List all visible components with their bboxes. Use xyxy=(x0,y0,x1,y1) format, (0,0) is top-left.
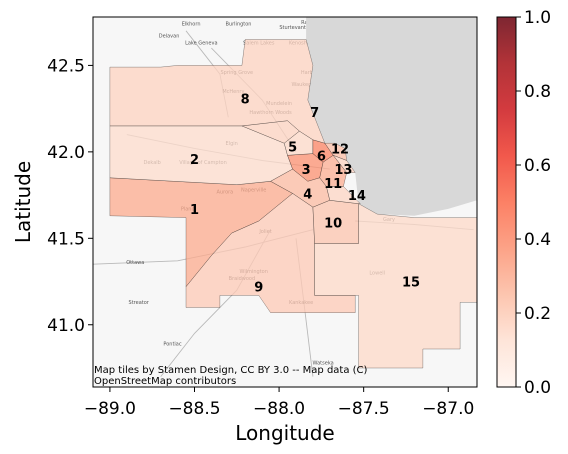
region-15 xyxy=(314,203,477,369)
y-axis-ticks: 41.0 41.5 42.0 42.5 xyxy=(47,56,93,336)
region-label: 4 xyxy=(303,187,312,202)
x-tick-label: −87.5 xyxy=(338,399,390,419)
attribution-line-1: Map tiles by Stamen Design, CC BY 3.0 --… xyxy=(94,365,368,376)
colorbar-ticks: 0.0 0.2 0.4 0.6 0.8 1.0 xyxy=(516,8,551,398)
basemap-place-label: Sturtevant xyxy=(279,25,306,31)
region-13 xyxy=(332,154,356,173)
colorbar-frame xyxy=(496,16,517,388)
lake-michigan xyxy=(306,17,477,216)
basemap-place-label: Watseka xyxy=(312,361,333,367)
x-tick-label: −87.0 xyxy=(422,399,474,419)
region-label: 2 xyxy=(190,153,199,168)
region-label: 9 xyxy=(254,281,263,296)
colorbar: 0.0 0.2 0.4 0.6 0.8 1.0 xyxy=(496,8,551,398)
colorbar-tick-label: 0.2 xyxy=(524,304,551,324)
y-axis-title: Latitude xyxy=(11,161,35,243)
colorbar-tick-label: 0.0 xyxy=(524,378,551,398)
colorbar-gradient xyxy=(497,17,516,387)
basemap-place-label: Delavan xyxy=(159,34,180,40)
region-label: 10 xyxy=(324,217,342,232)
y-tick-label: 41.5 xyxy=(47,229,85,249)
region-label: 15 xyxy=(402,276,420,291)
region-label: 11 xyxy=(324,177,342,192)
basemap-place-label: Lake Geneva xyxy=(185,41,217,47)
colorbar-tick-label: 0.6 xyxy=(524,156,551,176)
colorbar-tick-label: 0.4 xyxy=(524,230,551,250)
region-label: 12 xyxy=(331,142,349,157)
x-axis-title: Longitude xyxy=(235,421,334,445)
basemap-place-label: Streator xyxy=(129,300,150,306)
colorbar-tick-label: 0.8 xyxy=(524,82,551,102)
region-14 xyxy=(326,186,361,204)
region-label: 7 xyxy=(310,106,319,121)
region-label: 8 xyxy=(241,92,250,107)
region-label: 1 xyxy=(190,203,199,218)
map-axes: ElkhornBurlingtonSturtevantRacineDelavan… xyxy=(11,16,478,445)
region-label: 14 xyxy=(348,189,366,204)
choropleth-regions xyxy=(109,39,477,369)
region-label: 3 xyxy=(302,163,311,178)
region-label: 6 xyxy=(317,149,326,164)
basemap-place-label: Pontiac xyxy=(163,342,181,348)
y-tick-label: 42.5 xyxy=(47,56,85,76)
region-8 xyxy=(109,39,326,144)
basemap-place-label: Burlington xyxy=(226,22,252,28)
x-axis-ticks: −89.0 −88.5 −88.0 −87.5 −87.0 xyxy=(84,387,474,419)
region-label: 5 xyxy=(288,141,297,156)
map-frame xyxy=(92,16,478,388)
region-12 xyxy=(324,142,347,161)
region-label: 13 xyxy=(334,163,352,178)
x-tick-label: −88.0 xyxy=(253,399,305,419)
colorbar-tick-label: 1.0 xyxy=(524,8,551,28)
x-tick-label: −89.0 xyxy=(84,399,136,419)
y-tick-label: 41.0 xyxy=(47,316,85,336)
attribution-line-2: OpenStreetMap contributors xyxy=(94,376,236,387)
x-tick-label: −88.5 xyxy=(168,399,220,419)
basemap-place-label: Ottawa xyxy=(126,260,144,266)
y-tick-label: 42.0 xyxy=(47,143,85,163)
basemap-place-label: Elkhorn xyxy=(182,22,201,28)
attribution: Map tiles by Stamen Design, CC BY 3.0 --… xyxy=(94,365,368,387)
